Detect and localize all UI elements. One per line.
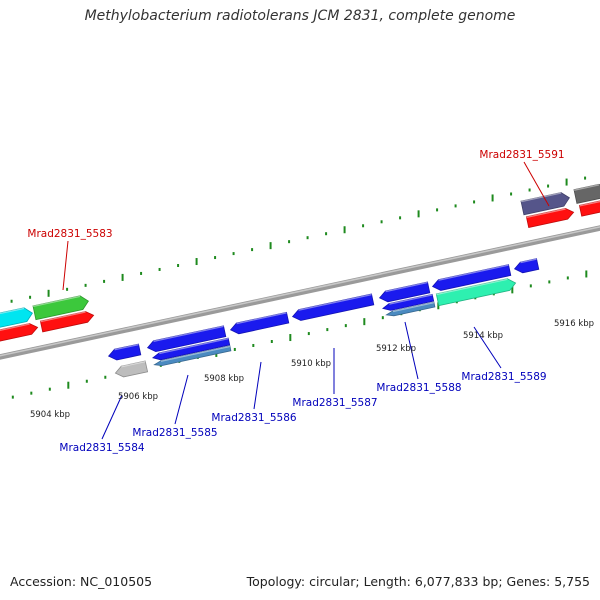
gene-label-Mrad2831_5591[interactable]: Mrad2831_5591 xyxy=(479,149,564,161)
gene-feature-gene-5590[interactable] xyxy=(513,258,540,274)
genome-backbone xyxy=(0,225,600,360)
gene-arrow-highlight xyxy=(520,258,537,264)
gene-feature-gene-5587[interactable] xyxy=(291,293,375,321)
leader-line-Mrad2831_5589 xyxy=(473,326,502,369)
gene-arrow[interactable] xyxy=(153,345,232,367)
gene-feature-gene-5588[interactable] xyxy=(378,281,431,303)
gene-feature-gene-5591[interactable] xyxy=(520,192,570,216)
gene-arrow[interactable] xyxy=(114,360,149,378)
gene-arrow[interactable] xyxy=(435,278,517,307)
gene-arrow[interactable] xyxy=(431,264,512,291)
scale-label: 5906 kbp xyxy=(118,392,158,402)
gene-feature-gene-5592-cds[interactable] xyxy=(578,200,600,217)
gene-label-Mrad2831_5588[interactable]: Mrad2831_5588 xyxy=(376,382,461,394)
gene-arrow[interactable] xyxy=(0,323,39,344)
gene-arrow-highlight xyxy=(159,337,229,355)
scale-label: 5908 kbp xyxy=(204,374,244,384)
gene-arrow[interactable] xyxy=(152,337,231,361)
gene-label-Mrad2831_5589[interactable]: Mrad2831_5589 xyxy=(461,371,546,383)
gene-arrow-highlight xyxy=(0,323,30,332)
leader-line-Mrad2831_5586 xyxy=(253,361,262,410)
gene-arrow[interactable] xyxy=(32,295,89,321)
gene-arrow[interactable] xyxy=(525,207,575,228)
gene-feature-gene-5584[interactable] xyxy=(107,343,142,361)
topology-text: Topology: circular; Length: 6,077,833 bp… xyxy=(246,574,590,589)
gene-arrow-highlight xyxy=(114,343,139,351)
scale-label: 5910 kbp xyxy=(291,359,331,369)
gene-features xyxy=(0,183,600,378)
gene-arrow-highlight xyxy=(0,307,25,315)
gene-feature-gene-5591-cds[interactable] xyxy=(525,207,575,228)
gene-arrow-highlight xyxy=(436,278,508,296)
gene-feature-gene-5583[interactable] xyxy=(32,295,89,321)
gene-feature-gene-5589-cds[interactable] xyxy=(435,278,517,307)
gene-arrow-highlight xyxy=(438,264,509,281)
gene-arrow[interactable] xyxy=(107,343,142,361)
gene-arrow-highlight xyxy=(389,294,433,305)
gene-arrow[interactable] xyxy=(385,301,436,317)
gene-label-Mrad2831_5584[interactable]: Mrad2831_5584 xyxy=(59,442,144,454)
gene-arrow-highlight xyxy=(32,295,81,308)
gene-feature-gene-5583-cds[interactable] xyxy=(39,311,95,333)
gene-arrow-highlight xyxy=(236,312,287,325)
accession-text: Accession: NC_010505 xyxy=(10,574,153,589)
gene-labels: Mrad2831_5583 Mrad2831_5591 Mrad2831_5584 M… xyxy=(27,149,564,454)
gene-label-Mrad2831_5585[interactable]: Mrad2831_5585 xyxy=(132,427,217,439)
gene-arrow-highlight xyxy=(160,345,231,362)
gene-feature-gene-5592[interactable] xyxy=(573,183,600,204)
gene-arrow-highlight xyxy=(298,293,372,311)
gene-arrow-highlight xyxy=(40,311,86,323)
gene-arrow[interactable] xyxy=(578,200,600,217)
gene-arrow[interactable] xyxy=(382,293,435,311)
gene-feature-gene-5585-a[interactable] xyxy=(152,337,231,361)
gene-feature-gene-5585[interactable] xyxy=(146,325,227,353)
leader-line-Mrad2831_5591 xyxy=(523,161,550,207)
label-leader-lines xyxy=(62,161,550,440)
gene-arrow[interactable] xyxy=(291,293,375,321)
gene-feature-gene-5580-cds[interactable] xyxy=(0,323,39,344)
gene-feature-gene-5580[interactable] xyxy=(0,307,33,331)
gene-arrow-highlight xyxy=(579,200,600,207)
gene-arrow[interactable] xyxy=(513,258,540,274)
gene-arrow[interactable] xyxy=(229,311,290,335)
gene-feature-gene-5589[interactable] xyxy=(431,264,512,291)
gene-arrow-highlight xyxy=(385,281,428,293)
scale-label: 5912 kbp xyxy=(376,344,416,354)
scale-labels: 5904 kbp 5906 kbp 5908 kbp 5910 kbp 5912 kbp… xyxy=(30,319,594,420)
gene-arrow[interactable] xyxy=(0,307,33,331)
gene-arrow[interactable] xyxy=(520,192,570,216)
gene-feature-gene-5588-a[interactable] xyxy=(382,293,435,311)
gene-feature-gene-5586[interactable] xyxy=(229,311,290,335)
gene-feature-gene-5588-b[interactable] xyxy=(385,301,436,317)
scale-ticks xyxy=(10,176,588,399)
gene-arrow[interactable] xyxy=(573,183,600,204)
gene-arrow-highlight xyxy=(520,192,562,203)
gene-label-Mrad2831_5586[interactable]: Mrad2831_5586 xyxy=(211,412,296,424)
gene-arrow-highlight xyxy=(573,184,600,191)
leader-line-Mrad2831_5588 xyxy=(404,321,419,380)
leader-line-Mrad2831_5583 xyxy=(62,240,69,291)
leader-line-Mrad2831_5585 xyxy=(174,374,189,425)
scale-label: 5916 kbp xyxy=(554,319,594,329)
gene-label-Mrad2831_5583[interactable]: Mrad2831_5583 xyxy=(27,228,112,240)
gene-arrow[interactable] xyxy=(146,325,227,353)
gene-arrow-highlight xyxy=(392,301,435,313)
gene-feature-gene-5585-b[interactable] xyxy=(153,345,232,367)
scale-label: 5904 kbp xyxy=(30,410,70,420)
backbone-highlight xyxy=(0,226,600,357)
gene-label-Mrad2831_5587[interactable]: Mrad2831_5587 xyxy=(292,397,377,409)
gene-arrow-highlight xyxy=(153,325,224,343)
genome-title: Methylobacterium radiotolerans JCM 2831,… xyxy=(84,8,516,24)
gene-arrow-highlight xyxy=(121,360,146,368)
gene-feature-gene-5584-extra[interactable] xyxy=(114,360,149,378)
scale-label: 5914 kbp xyxy=(463,331,503,341)
gene-arrow[interactable] xyxy=(39,311,95,333)
backbone-line xyxy=(0,225,600,360)
gene-arrow[interactable] xyxy=(378,281,431,303)
gene-arrow-highlight xyxy=(526,208,566,218)
leader-line-Mrad2831_5584 xyxy=(101,394,123,440)
